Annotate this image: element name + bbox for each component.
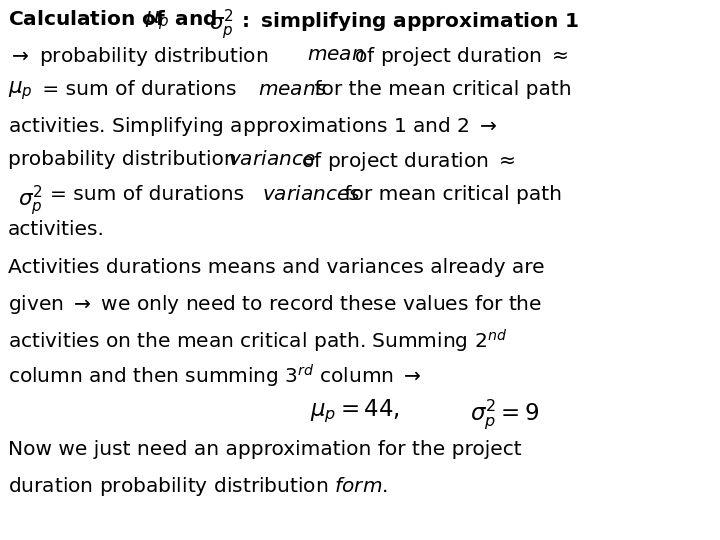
Text: $\sigma_p^2 = 9$: $\sigma_p^2 = 9$	[470, 398, 539, 432]
Text: column and then summing 3$^{rd}$ column $\rightarrow$: column and then summing 3$^{rd}$ column …	[8, 363, 422, 390]
Text: $\mathbf{:\ simplifying\ approximation\ 1}$: $\mathbf{:\ simplifying\ approximation\ …	[238, 10, 579, 33]
Text: $\mathbf{\ and\ }$: $\mathbf{\ and\ }$	[168, 10, 217, 29]
Text: for mean critical path: for mean critical path	[338, 185, 562, 204]
Text: $\mathit{variance}$: $\mathit{variance}$	[228, 150, 316, 169]
Text: $\rightarrow$ probability distribution: $\rightarrow$ probability distribution	[8, 45, 270, 68]
Text: Now we just need an approximation for the project: Now we just need an approximation for th…	[8, 440, 521, 459]
Text: $\sigma_p^2$: $\sigma_p^2$	[18, 184, 42, 218]
Text: = sum of durations: = sum of durations	[50, 185, 251, 204]
Text: $\mathbf{Calculation\ of\ }$: $\mathbf{Calculation\ of\ }$	[8, 10, 166, 29]
Text: given $\rightarrow$ we only need to record these values for the: given $\rightarrow$ we only need to reco…	[8, 293, 542, 316]
Text: Activities durations means and variances already are: Activities durations means and variances…	[8, 258, 544, 277]
Text: for the mean critical path: for the mean critical path	[308, 80, 572, 99]
Text: $\mu_p = 44,$: $\mu_p = 44,$	[310, 398, 400, 426]
Text: activities on the mean critical path. Summing 2$^{nd}$: activities on the mean critical path. Su…	[8, 328, 507, 355]
Text: probability distribution: probability distribution	[8, 150, 243, 169]
Text: $\mu_p$: $\mu_p$	[8, 79, 33, 102]
Text: $\mathit{mean}$: $\mathit{mean}$	[307, 45, 365, 64]
Text: $\mu_p$: $\mu_p$	[145, 9, 170, 32]
Text: $\mathit{variances}$: $\mathit{variances}$	[262, 185, 361, 204]
Text: duration probability distribution $\mathit{form}$.: duration probability distribution $\math…	[8, 475, 388, 498]
Text: activities.: activities.	[8, 220, 105, 239]
Text: $\mathit{means}$: $\mathit{means}$	[258, 80, 327, 99]
Text: of project duration $\approx$: of project duration $\approx$	[348, 45, 569, 68]
Text: $\sigma_p^2$: $\sigma_p^2$	[209, 8, 234, 43]
Text: of project duration $\approx$: of project duration $\approx$	[295, 150, 516, 173]
Text: = sum of durations: = sum of durations	[36, 80, 243, 99]
Text: activities. Simplifying approximations 1 and 2 $\rightarrow$: activities. Simplifying approximations 1…	[8, 115, 498, 138]
